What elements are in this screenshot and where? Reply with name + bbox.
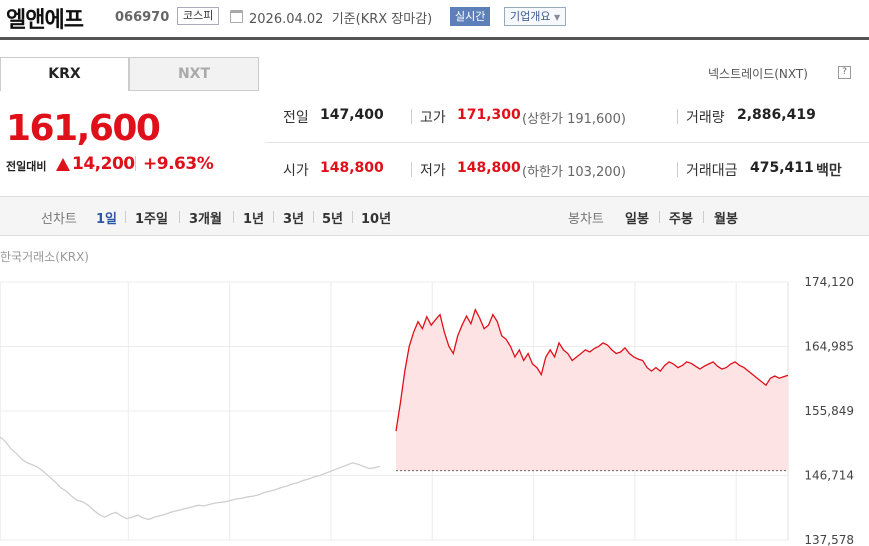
period-5y[interactable]: 5년 bbox=[322, 212, 344, 227]
help-icon[interactable]: ? bbox=[838, 66, 851, 79]
period-divider bbox=[233, 211, 234, 223]
period-10y[interactable]: 10년 bbox=[361, 212, 392, 227]
y-tick-label: 174,120 bbox=[804, 275, 854, 289]
tab-krx[interactable]: KRX bbox=[0, 57, 129, 91]
change-amount: 14,200 bbox=[72, 154, 135, 174]
quote-divider bbox=[677, 162, 678, 177]
low-value: 148,800 bbox=[457, 160, 521, 176]
quote-divider bbox=[677, 109, 678, 124]
upper-limit: (상한가 191,600) bbox=[522, 112, 626, 127]
prev-close-label: 전일 bbox=[283, 110, 309, 126]
period-1w[interactable]: 1주일 bbox=[135, 212, 168, 227]
candle-weekly[interactable]: 주봉 bbox=[669, 212, 693, 227]
current-price: 161,600 bbox=[6, 108, 161, 149]
low-label: 저가 bbox=[420, 163, 446, 179]
period-divider bbox=[352, 211, 353, 223]
change-label: 전일대비 bbox=[6, 160, 47, 173]
period-bar bbox=[0, 196, 869, 236]
stock-name: 엘앤에프 bbox=[6, 8, 84, 33]
caret-down-icon: ▼ bbox=[553, 13, 561, 22]
period-divider bbox=[179, 211, 180, 223]
y-tick-label: 155,849 bbox=[804, 404, 854, 418]
line-chart-label: 선차트 bbox=[41, 212, 77, 227]
high-value: 171,300 bbox=[457, 107, 521, 123]
high-label: 고가 bbox=[420, 110, 446, 126]
today-line bbox=[395, 308, 789, 432]
amount-label: 거래대금 bbox=[686, 163, 738, 179]
period-1d[interactable]: 1일 bbox=[96, 212, 118, 227]
period-1y[interactable]: 1년 bbox=[243, 212, 265, 227]
stock-code: 066970 bbox=[115, 10, 170, 25]
company-overview-label: 기업개요 bbox=[510, 10, 551, 23]
change-divider bbox=[135, 156, 136, 171]
quote-date: 2026.04.02 기준(KRX 장마감) bbox=[249, 12, 433, 27]
lower-limit: (하한가 103,200) bbox=[522, 165, 626, 180]
quote-divider bbox=[411, 109, 412, 124]
y-tick-label: 164,985 bbox=[804, 340, 854, 354]
y-tick-label: 146,714 bbox=[804, 469, 854, 483]
amount-value: 475,411 bbox=[750, 160, 814, 176]
change-percent: +9.63% bbox=[143, 154, 214, 174]
calendar-icon bbox=[230, 10, 243, 23]
amount-unit: 백만 bbox=[816, 163, 842, 179]
company-overview-button[interactable]: 기업개요 ▼ bbox=[504, 7, 567, 26]
candle-chart-label: 봉차트 bbox=[568, 212, 604, 227]
volume-label: 거래량 bbox=[686, 110, 725, 126]
chart-source-label: 한국거래소(KRX) bbox=[0, 250, 89, 264]
y-tick-label: 137,578 bbox=[804, 533, 854, 546]
prev-day-line bbox=[0, 436, 381, 521]
price-chart: 174,120 164,985 155,849 146,714 137,578 bbox=[0, 275, 854, 546]
header-divider bbox=[0, 37, 869, 40]
period-divider bbox=[313, 211, 314, 223]
period-divider bbox=[125, 211, 126, 223]
period-divider bbox=[659, 211, 660, 223]
quote-divider bbox=[411, 162, 412, 177]
today-area bbox=[396, 309, 788, 471]
candle-monthly[interactable]: 월봉 bbox=[714, 212, 738, 227]
period-divider bbox=[703, 211, 704, 223]
quote-row-divider bbox=[265, 142, 869, 143]
period-divider bbox=[273, 211, 274, 223]
period-3y[interactable]: 3년 bbox=[283, 212, 305, 227]
open-value: 148,800 bbox=[320, 160, 384, 176]
volume-value: 2,886,419 bbox=[737, 107, 816, 123]
open-label: 시가 bbox=[283, 163, 309, 179]
prev-close-value: 147,400 bbox=[320, 107, 384, 123]
up-triangle-icon bbox=[56, 158, 70, 171]
period-3m[interactable]: 3개월 bbox=[189, 212, 222, 227]
tab-nxt[interactable]: NXT bbox=[129, 57, 259, 91]
nxt-link[interactable]: 넥스트레이드(NXT) bbox=[708, 67, 808, 81]
realtime-button[interactable]: 실시간 bbox=[450, 7, 491, 26]
candle-daily[interactable]: 일봉 bbox=[625, 212, 649, 227]
market-badge: 코스피 bbox=[177, 7, 220, 25]
